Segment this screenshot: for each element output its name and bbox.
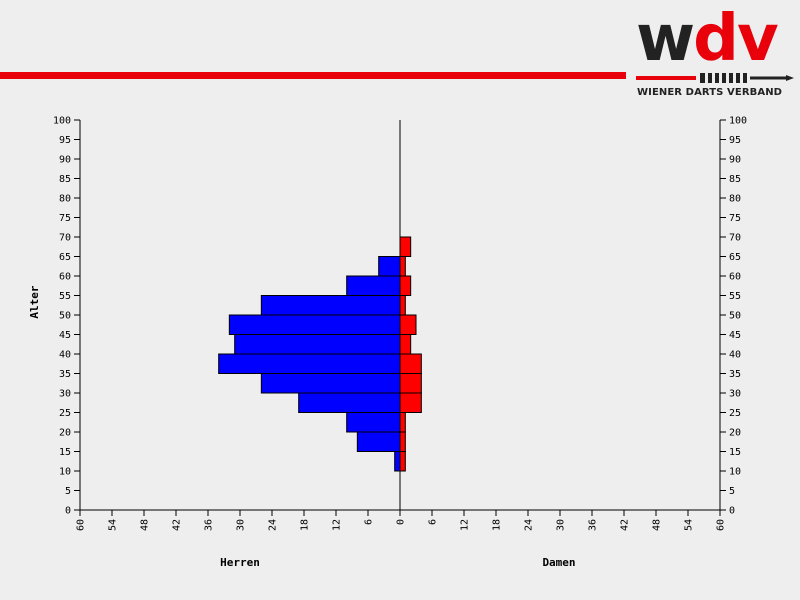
logo-w: w — [636, 2, 695, 76]
x-tick-label-left: 60 — [76, 519, 87, 531]
chart-labels: Alter Herren Damen — [28, 285, 576, 569]
x-tick-label-left: 18 — [300, 519, 311, 531]
logo-dart-bar — [636, 73, 794, 83]
y-tick-label-left: 70 — [59, 233, 71, 244]
y-tick-label-right: 50 — [729, 311, 741, 322]
x-tick-label-right: 42 — [620, 519, 631, 531]
bar-damen — [399, 412, 406, 433]
logo-wordmark: wdv — [636, 2, 779, 76]
y-tick-label-left: 100 — [53, 116, 71, 127]
header-accent-line — [0, 72, 626, 79]
x-tick-label-right: 54 — [684, 519, 695, 531]
bar-damen — [399, 392, 422, 413]
bar-damen — [399, 353, 422, 374]
y-tick-label-right: 80 — [729, 194, 741, 205]
bar-damen — [399, 431, 406, 452]
bar-damen — [399, 275, 412, 296]
y-tick-label-left: 20 — [59, 428, 71, 439]
bar-damen — [399, 256, 406, 277]
y-tick-label-left: 5 — [65, 486, 71, 497]
bar-herren — [346, 275, 401, 296]
bar-herren — [260, 373, 401, 394]
y-tick-label-right: 70 — [729, 233, 741, 244]
bar-damen — [399, 295, 406, 316]
y-tick-label-right: 30 — [729, 389, 741, 400]
y-tick-label-right: 45 — [729, 330, 741, 341]
y-tick-label-left: 90 — [59, 155, 71, 166]
bar-herren — [260, 295, 401, 316]
y-tick-label-left: 0 — [65, 506, 71, 517]
x-tick-label-right: 36 — [588, 519, 599, 531]
y-tick-label-right: 95 — [729, 135, 741, 146]
y-tick-label-left: 55 — [59, 291, 71, 302]
wdv-logo: wdv WIENER DARTS VERBAND — [630, 4, 800, 100]
y-tick-label-left: 80 — [59, 194, 71, 205]
bar-herren — [234, 334, 401, 355]
y-tick-label-right: 60 — [729, 272, 741, 283]
x-tick-label-right: 48 — [652, 519, 663, 531]
y-tick-label-left: 45 — [59, 330, 71, 341]
bar-herren — [218, 353, 401, 374]
y-tick-label-right: 0 — [729, 506, 735, 517]
x-tick-label-right: 30 — [556, 519, 567, 531]
x-tick-label-left: 54 — [108, 519, 119, 531]
bar-damen — [399, 451, 406, 472]
y-tick-label-left: 25 — [59, 408, 71, 419]
y-tick-label-left: 15 — [59, 447, 71, 458]
y-tick-label-right: 20 — [729, 428, 741, 439]
bar-damen — [399, 373, 422, 394]
y-tick-label-left: 40 — [59, 350, 71, 361]
x-tick-label-right: 60 — [716, 519, 727, 531]
y-axis-label: Alter — [28, 285, 41, 318]
x-tick-label-right: 24 — [524, 519, 535, 531]
bar-herren — [346, 412, 401, 433]
y-tick-label-left: 65 — [59, 252, 71, 263]
logo-dv: dv — [693, 2, 779, 76]
y-tick-label-right: 100 — [729, 116, 747, 127]
bar-damen — [399, 334, 412, 355]
bar-damen — [399, 236, 412, 257]
y-tick-label-left: 60 — [59, 272, 71, 283]
x-axis-label-left: Herren — [220, 556, 260, 569]
y-tick-label-right: 35 — [729, 369, 741, 380]
y-tick-label-left: 75 — [59, 213, 71, 224]
x-tick-label-left: 48 — [140, 519, 151, 531]
x-tick-label-left: 30 — [236, 519, 247, 531]
chart-bars — [218, 236, 422, 472]
y-tick-label-right: 90 — [729, 155, 741, 166]
y-tick-label-left: 10 — [59, 467, 71, 478]
x-tick-label-right: 18 — [492, 519, 503, 531]
x-tick-label-right: 12 — [460, 519, 471, 531]
x-axis-label-right: Damen — [542, 556, 575, 569]
y-tick-label-right: 5 — [729, 486, 735, 497]
y-tick-label-left: 95 — [59, 135, 71, 146]
y-tick-label-right: 85 — [729, 174, 741, 185]
bar-herren — [378, 256, 401, 277]
y-tick-label-right: 10 — [729, 467, 741, 478]
bar-damen — [399, 314, 417, 335]
bar-herren — [228, 314, 401, 335]
x-tick-label-left: 42 — [172, 519, 183, 531]
bar-herren — [394, 451, 401, 472]
x-tick-label-left: 36 — [204, 519, 215, 531]
x-tick-label-center: 0 — [396, 519, 407, 525]
y-tick-label-right: 40 — [729, 350, 741, 361]
logo-subtitle: WIENER DARTS VERBAND — [637, 87, 783, 98]
y-tick-label-right: 55 — [729, 291, 741, 302]
y-tick-label-right: 75 — [729, 213, 741, 224]
y-tick-label-left: 30 — [59, 389, 71, 400]
bar-herren — [356, 431, 401, 452]
y-tick-label-right: 25 — [729, 408, 741, 419]
y-tick-label-right: 65 — [729, 252, 741, 263]
x-tick-label-left: 12 — [332, 519, 343, 531]
x-tick-label-left: 24 — [268, 519, 279, 531]
bar-herren — [298, 392, 401, 413]
x-tick-label-right: 6 — [428, 519, 439, 525]
y-tick-label-left: 85 — [59, 174, 71, 185]
y-tick-label-left: 50 — [59, 311, 71, 322]
x-tick-label-left: 6 — [364, 519, 375, 525]
y-tick-label-left: 35 — [59, 369, 71, 380]
y-tick-label-right: 15 — [729, 447, 741, 458]
